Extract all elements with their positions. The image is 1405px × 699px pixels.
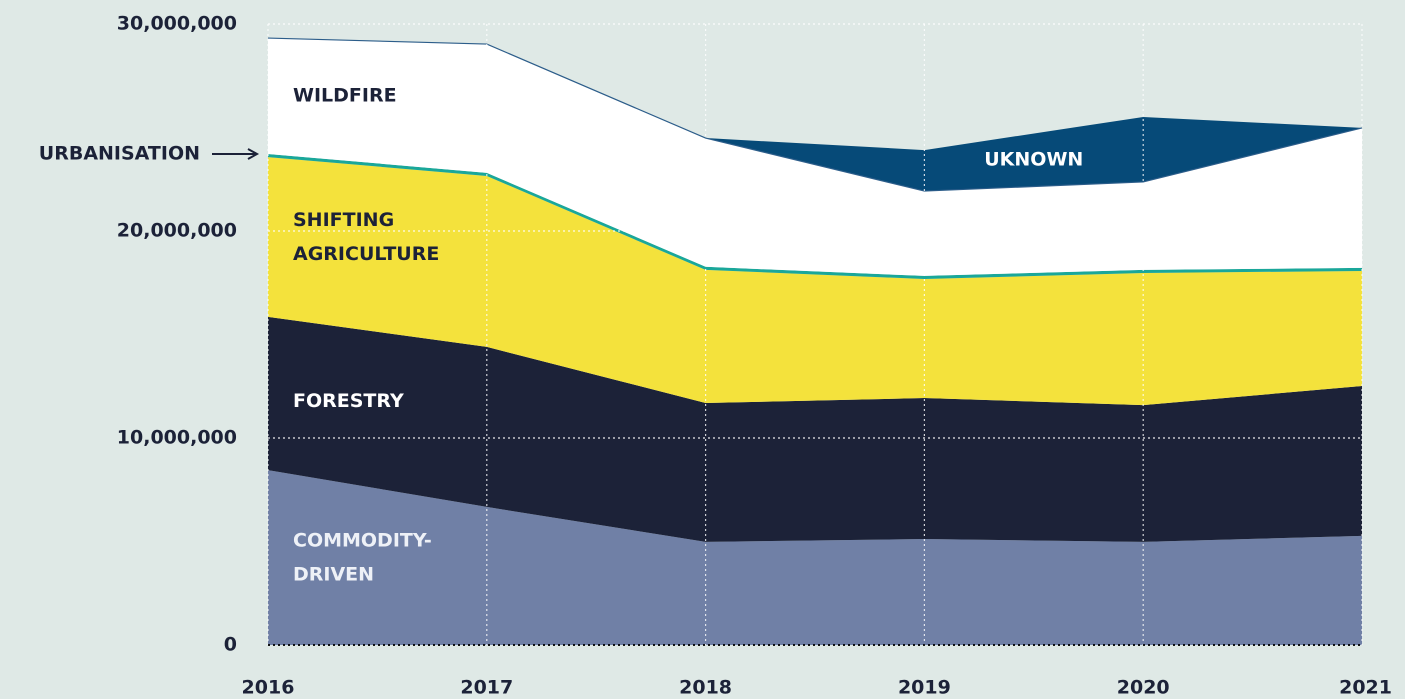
x-tick-label: 2020 <box>1117 677 1170 699</box>
arrow <box>212 148 260 160</box>
series-label: FORESTRY <box>293 390 404 412</box>
x-tick-label: 2018 <box>679 677 732 699</box>
series-label: COMMODITY- DRIVEN <box>293 529 432 585</box>
area <box>268 157 1362 406</box>
label-line: SHIFTING <box>293 209 401 231</box>
series-label: UKNOWN <box>984 148 1083 170</box>
x-tick-label: 2019 <box>898 677 951 699</box>
x-tick-label: 2017 <box>460 677 513 699</box>
x-tick-label: 2021 <box>1339 677 1392 699</box>
label-line: DRIVEN <box>293 563 374 585</box>
y-tick-label: 30,000,000 <box>117 13 237 35</box>
series-label: URBANISATION <box>39 142 200 164</box>
series-label: WILDFIRE <box>293 85 397 107</box>
area <box>268 470 1362 645</box>
area <box>268 153 1362 280</box>
y-tick-label: 0 <box>224 634 237 656</box>
label-line: COMMODITY- <box>293 529 432 551</box>
area <box>705 116 1362 192</box>
x-tick-label: 2016 <box>242 677 295 699</box>
area <box>268 316 1362 542</box>
area <box>268 38 1362 276</box>
top-outline <box>267 37 1363 192</box>
y-tick-label: 20,000,000 <box>117 220 237 242</box>
series-label: SHIFTING AGRICULTURE <box>293 209 439 265</box>
label-line: AGRICULTURE <box>293 243 439 265</box>
y-tick-label: 10,000,000 <box>117 427 237 449</box>
